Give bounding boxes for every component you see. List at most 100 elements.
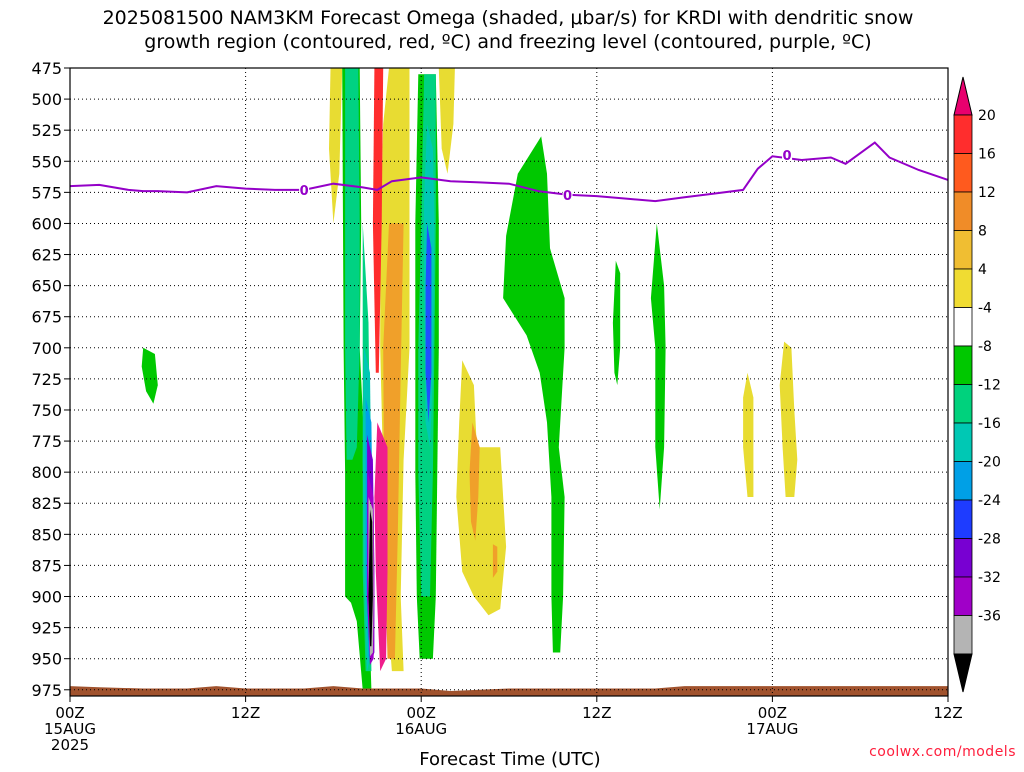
contour-label: 0 xyxy=(300,184,309,199)
colorbar-segment xyxy=(953,499,973,539)
omega-region-green-a xyxy=(141,347,158,404)
plot-border xyxy=(69,67,949,697)
x-tick-label: 12Z xyxy=(582,704,611,722)
colorbar-tick-label: 20 xyxy=(978,108,996,124)
y-tick-label: 675 xyxy=(31,308,62,327)
y-tick-label: 950 xyxy=(31,650,62,669)
colorbar-top-arrow xyxy=(953,76,973,116)
y-tick-label: 725 xyxy=(31,370,62,389)
y-tick-label: 575 xyxy=(31,183,62,202)
colorbar-segment xyxy=(953,307,973,347)
colorbar-tick-label: -28 xyxy=(978,532,1001,548)
y-tick-label: 775 xyxy=(31,432,62,451)
colorbar: 20 16 12 8 4 -4 -8 -12 -16 -20 -24 -28 -32 -36 xyxy=(953,76,1001,693)
freezing-level-line xyxy=(69,141,949,203)
colorbar-bottom-arrow xyxy=(953,653,973,693)
omega-region-blue-b xyxy=(425,223,432,423)
y-tick-label: 700 xyxy=(31,339,62,358)
y-tick-label: 500 xyxy=(31,90,62,109)
omega-region-red-col xyxy=(372,68,384,373)
omega-region-green-d xyxy=(503,136,565,653)
x-tick-label: 00Z xyxy=(407,704,436,722)
colorbar-segment xyxy=(953,114,973,154)
y-tick-label: 475 xyxy=(31,59,62,78)
omega-region-orange-c xyxy=(492,544,498,578)
colorbar-segment xyxy=(953,384,973,424)
colorbar-tick-label: 8 xyxy=(978,224,987,240)
y-tick-label: 600 xyxy=(31,214,62,233)
x-tick-label: 00Z xyxy=(758,704,787,722)
colorbar-tick-label: -32 xyxy=(978,570,1001,586)
x-tick-date: 15AUG xyxy=(44,720,96,738)
contour-label-bg xyxy=(782,147,793,162)
colorbar-segment xyxy=(953,230,973,270)
y-tick-label: 875 xyxy=(31,556,62,575)
x-tick-date: 17AUG xyxy=(746,720,798,738)
colorbar-tick-label: -12 xyxy=(978,378,1001,394)
y-tick-label: 925 xyxy=(31,619,62,638)
y-tick-label: 900 xyxy=(31,588,62,607)
omega-region-yellow-c xyxy=(438,68,455,174)
colorbar-segment xyxy=(953,461,973,501)
plot-background xyxy=(70,68,948,696)
plot-frame xyxy=(69,67,949,697)
freezing-level-contour: 0 0 0 xyxy=(69,141,949,204)
terrain-band xyxy=(70,686,948,696)
omega-region-teal-a xyxy=(345,68,360,460)
y-tick-label: 975 xyxy=(31,681,62,700)
omega-region-pink-col xyxy=(374,422,388,672)
colorbar-segment xyxy=(953,268,973,308)
y-tick-label: 750 xyxy=(31,401,62,420)
plot-area xyxy=(70,68,948,696)
chart-title-line-2: growth region (contoured, red, ºC) and f… xyxy=(144,31,871,53)
colorbar-tick-label: -36 xyxy=(978,609,1001,625)
contour-label-bg xyxy=(562,186,573,201)
colorbar-segment xyxy=(953,538,973,578)
y-tick-label: 550 xyxy=(31,152,62,171)
colorbar-segment xyxy=(953,153,973,193)
omega-region-orange-a xyxy=(383,223,404,659)
omega-region-green-f xyxy=(650,223,666,510)
colorbar-segment xyxy=(953,615,973,655)
colorbar-tick-label: -4 xyxy=(978,301,992,317)
colorbar-tick-label: 4 xyxy=(978,262,987,278)
colorbar-tick-label: 12 xyxy=(978,185,996,201)
y-tick-label: 650 xyxy=(31,277,62,296)
credit-text: coolwx.com/models xyxy=(869,744,1016,760)
colorbar-tick-label: -8 xyxy=(978,339,992,355)
chart-title-line-1: 2025081500 NAM3KM Forecast Omega (shaded… xyxy=(103,7,914,29)
colorbar-segment xyxy=(953,345,973,385)
colorbar-tick-label: -16 xyxy=(978,416,1001,432)
colorbar-tick-label: -24 xyxy=(978,493,1001,509)
colorbar-tick-label: -20 xyxy=(978,455,1001,471)
terrain-fill xyxy=(70,686,948,696)
colorbar-segment xyxy=(953,422,973,462)
colorbar-segment xyxy=(953,576,973,616)
y-tick-label: 525 xyxy=(31,121,62,140)
colorbar-tick-label: 16 xyxy=(978,147,996,163)
y-tick-label: 625 xyxy=(31,246,62,265)
omega-shading xyxy=(141,68,798,690)
x-tick-label: 00Z xyxy=(55,704,84,722)
y-tick-label: 825 xyxy=(31,494,62,513)
y-tick-label: 800 xyxy=(31,463,62,482)
x-tick-label: 12Z xyxy=(933,704,962,722)
grid xyxy=(70,67,948,696)
x-tick-year: 2025 xyxy=(51,736,89,754)
x-tick-label: 12Z xyxy=(231,704,260,722)
omega-region-yellow-e xyxy=(743,372,754,497)
x-tick-date: 16AUG xyxy=(395,720,447,738)
omega-region-orange-b xyxy=(469,422,480,541)
omega-region-yellow-f xyxy=(779,341,798,497)
omega-region-green-e xyxy=(612,260,621,386)
contour-label: 0 xyxy=(563,189,572,204)
x-axis-title: Forecast Time (UTC) xyxy=(419,749,600,768)
y-axis: 475 500 525 550 575 600 625 650 675 700 725 750 775 8… xyxy=(31,59,70,700)
contour-label: 0 xyxy=(783,149,792,164)
y-tick-label: 850 xyxy=(31,525,62,544)
omega-region-black-a xyxy=(368,509,373,647)
colorbar-segment xyxy=(953,191,973,231)
contour-label-bg xyxy=(299,181,310,196)
